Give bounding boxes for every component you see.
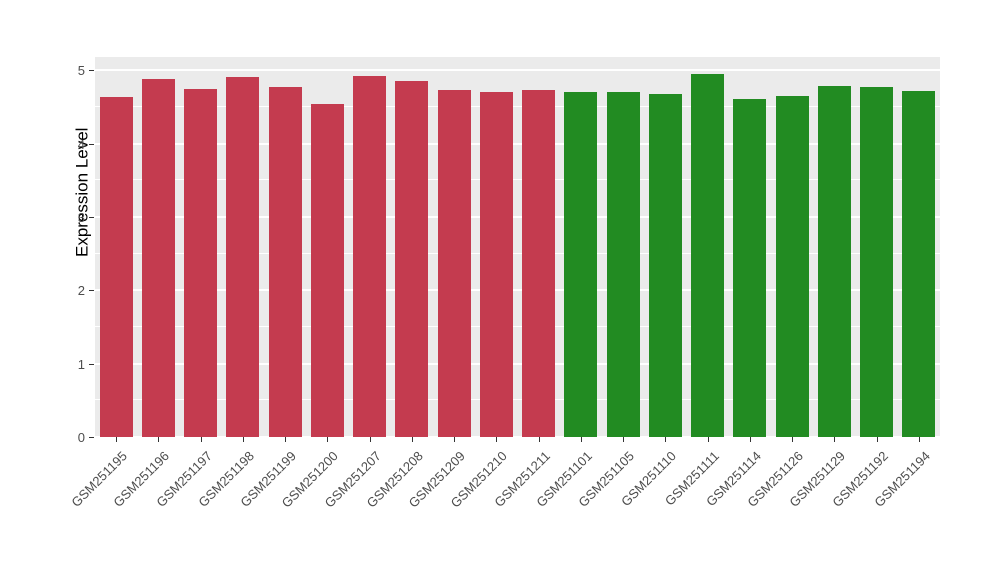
- gridline-minor: [95, 325, 940, 327]
- bar-GSM251110: [648, 93, 682, 437]
- x-tick-mark: [327, 437, 329, 442]
- gridline-major: [95, 436, 940, 438]
- gridline-major: [95, 142, 940, 145]
- y-tick-mark: [89, 143, 94, 145]
- bar-GSM251196: [141, 79, 175, 437]
- x-tick-mark: [876, 437, 878, 442]
- x-tick-mark: [834, 437, 836, 442]
- x-tick-mark: [454, 437, 456, 442]
- y-tick-label-0: 0: [77, 430, 85, 445]
- bar-GSM251192: [860, 87, 894, 437]
- gridline-major: [95, 289, 940, 292]
- bar-GSM251210: [479, 92, 513, 437]
- x-tick-mark: [200, 437, 202, 442]
- y-tick-label-2: 2: [77, 283, 85, 299]
- x-tick-mark: [707, 437, 709, 442]
- bar-GSM251207: [353, 76, 387, 437]
- gridline-major: [95, 362, 940, 365]
- x-tick-mark: [158, 437, 160, 442]
- y-tick-label-4: 4: [77, 136, 85, 152]
- y-tick-label-1: 1: [77, 356, 85, 372]
- y-tick-label-5: 5: [77, 63, 85, 79]
- x-tick-mark: [242, 437, 244, 442]
- bar-GSM251211: [522, 90, 556, 437]
- x-tick-mark: [623, 437, 625, 442]
- x-tick-mark: [580, 437, 582, 442]
- x-tick-mark: [369, 437, 371, 442]
- y-tick-mark: [89, 363, 94, 365]
- x-tick-mark: [411, 437, 413, 442]
- y-tick-mark: [89, 70, 94, 72]
- bar-GSM251101: [564, 92, 598, 437]
- bar-GSM251208: [395, 81, 429, 437]
- bar-GSM251126: [775, 95, 809, 437]
- bar-GSM251194: [902, 90, 936, 437]
- y-tick-mark: [89, 216, 94, 218]
- gridline-minor: [95, 399, 940, 401]
- bar-GSM251129: [817, 86, 851, 437]
- bar-GSM251105: [606, 92, 640, 437]
- x-tick-mark: [285, 437, 287, 442]
- x-tick-mark: [116, 437, 118, 442]
- gridline-minor: [95, 179, 940, 181]
- y-tick-mark: [89, 437, 94, 438]
- bar-GSM251199: [268, 87, 302, 437]
- x-tick-mark: [665, 437, 667, 442]
- bar-GSM251111: [691, 73, 725, 437]
- y-tick-mark: [89, 290, 94, 292]
- bar-GSM251197: [184, 88, 218, 437]
- x-tick-mark: [496, 437, 498, 442]
- x-tick-mark: [538, 437, 540, 442]
- bar-GSM251195: [99, 97, 133, 437]
- gridline-minor: [95, 252, 940, 254]
- x-tick-mark: [918, 437, 920, 442]
- x-tick-mark: [749, 437, 751, 442]
- x-tick-mark: [792, 437, 794, 442]
- bar-GSM251198: [226, 76, 260, 437]
- y-tick-label-3: 3: [77, 209, 85, 225]
- bar-GSM251209: [437, 90, 471, 437]
- gridline-major: [95, 215, 940, 218]
- bar-GSM251200: [310, 103, 344, 437]
- gridline-minor: [95, 105, 940, 107]
- bar-GSM251114: [733, 98, 767, 437]
- gridline-major: [95, 69, 940, 72]
- plot-panel: [95, 57, 940, 438]
